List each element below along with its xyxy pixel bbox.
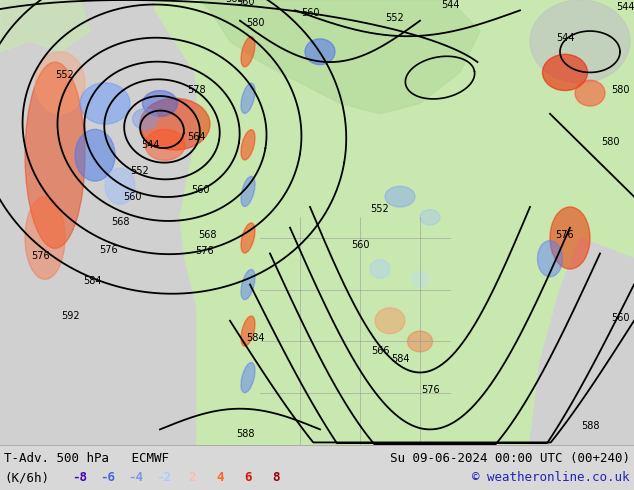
Text: 544: 544 <box>556 33 574 44</box>
Ellipse shape <box>241 316 255 346</box>
Text: 552: 552 <box>385 13 404 23</box>
Text: 552: 552 <box>371 204 389 214</box>
Polygon shape <box>155 0 634 445</box>
Ellipse shape <box>75 129 115 181</box>
Text: © weatheronline.co.uk: © weatheronline.co.uk <box>472 471 630 485</box>
Text: 560: 560 <box>191 186 209 196</box>
Text: -8: -8 <box>72 471 87 485</box>
FancyBboxPatch shape <box>0 0 160 445</box>
Text: 580: 580 <box>611 85 630 95</box>
Ellipse shape <box>241 83 255 113</box>
Text: 552: 552 <box>56 70 74 79</box>
Polygon shape <box>0 0 195 445</box>
Text: 584: 584 <box>83 276 101 287</box>
Text: -6: -6 <box>101 471 115 485</box>
Ellipse shape <box>241 363 255 393</box>
Text: 560: 560 <box>123 192 141 201</box>
Text: (K/6h): (K/6h) <box>4 471 49 485</box>
Ellipse shape <box>25 62 85 248</box>
Ellipse shape <box>575 80 605 106</box>
Ellipse shape <box>305 39 335 65</box>
Text: 588: 588 <box>581 421 599 431</box>
Text: T-Adv. 500 hPa   ECMWF: T-Adv. 500 hPa ECMWF <box>4 452 169 465</box>
Ellipse shape <box>530 0 630 83</box>
Ellipse shape <box>140 98 210 150</box>
Ellipse shape <box>543 54 588 91</box>
Text: 4: 4 <box>216 471 224 485</box>
Polygon shape <box>0 0 90 52</box>
Ellipse shape <box>408 331 432 352</box>
Ellipse shape <box>80 83 130 124</box>
Ellipse shape <box>143 91 178 117</box>
Ellipse shape <box>538 241 562 277</box>
Ellipse shape <box>385 186 415 207</box>
Ellipse shape <box>25 196 65 279</box>
Text: 580: 580 <box>601 137 619 147</box>
Text: 592: 592 <box>61 311 79 320</box>
Text: 566: 566 <box>371 346 389 356</box>
Text: 565: 565 <box>226 0 244 4</box>
Ellipse shape <box>35 52 85 114</box>
Ellipse shape <box>105 168 135 204</box>
Text: 584: 584 <box>391 354 410 364</box>
Text: 560: 560 <box>351 240 369 250</box>
Ellipse shape <box>241 223 255 253</box>
Ellipse shape <box>420 210 440 225</box>
Text: 576: 576 <box>196 245 214 255</box>
Text: 564: 564 <box>187 132 205 142</box>
Ellipse shape <box>241 176 255 206</box>
Ellipse shape <box>411 271 429 287</box>
Ellipse shape <box>370 260 390 278</box>
Ellipse shape <box>133 109 157 129</box>
Ellipse shape <box>145 129 185 160</box>
Text: 578: 578 <box>186 85 205 95</box>
Polygon shape <box>200 0 480 114</box>
Ellipse shape <box>241 130 255 160</box>
Text: 560: 560 <box>612 313 630 323</box>
Text: 560: 560 <box>236 0 254 7</box>
Text: Su 09-06-2024 00:00 UTC (00+240): Su 09-06-2024 00:00 UTC (00+240) <box>390 452 630 465</box>
Text: -2: -2 <box>157 471 172 485</box>
Ellipse shape <box>241 37 255 67</box>
Text: 8: 8 <box>272 471 280 485</box>
Text: 576: 576 <box>421 385 439 395</box>
Text: 584: 584 <box>246 334 264 343</box>
Ellipse shape <box>375 308 405 334</box>
Polygon shape <box>530 238 634 445</box>
Text: 2: 2 <box>188 471 196 485</box>
Text: 576: 576 <box>555 230 574 240</box>
Text: 6: 6 <box>244 471 252 485</box>
Text: 568: 568 <box>111 218 129 227</box>
Text: 560: 560 <box>301 7 320 18</box>
Text: 588: 588 <box>236 429 254 439</box>
Text: 552: 552 <box>131 166 150 176</box>
Text: 576: 576 <box>99 245 117 255</box>
Polygon shape <box>195 0 634 445</box>
Ellipse shape <box>550 207 590 269</box>
Text: 544: 544 <box>441 0 459 10</box>
Ellipse shape <box>241 270 255 299</box>
Text: 568: 568 <box>198 230 216 240</box>
Text: 544: 544 <box>141 140 159 150</box>
Text: 576: 576 <box>30 251 49 261</box>
Text: 544: 544 <box>616 2 634 12</box>
Text: -4: -4 <box>129 471 143 485</box>
Text: 580: 580 <box>246 18 264 28</box>
